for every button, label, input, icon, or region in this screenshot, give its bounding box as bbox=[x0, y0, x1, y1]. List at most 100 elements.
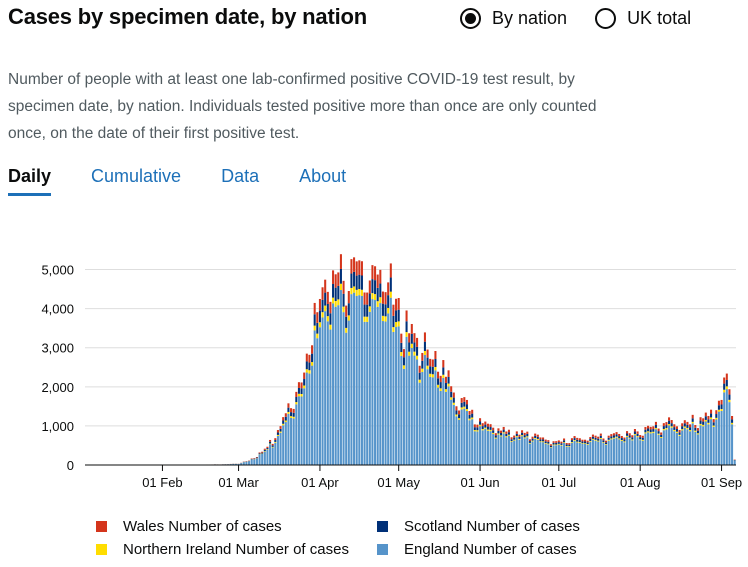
bar-segment-england bbox=[710, 419, 713, 465]
bar-segment-england bbox=[612, 438, 615, 465]
bar-segment-northern-ireland bbox=[463, 406, 466, 409]
bar-segment-england bbox=[324, 311, 327, 465]
bar-segment-wales bbox=[594, 435, 597, 438]
bar-segment-northern-ireland bbox=[628, 437, 631, 439]
bar-segment-northern-ireland bbox=[350, 287, 353, 295]
bar-segment-northern-ireland bbox=[347, 315, 350, 321]
bar-segment-scotland bbox=[463, 401, 466, 407]
bar-segment-wales bbox=[636, 431, 639, 434]
bar-segment-northern-ireland bbox=[295, 402, 298, 405]
bar-segment-scotland bbox=[652, 429, 655, 432]
bar-segment-scotland bbox=[678, 432, 681, 435]
bar-segment-england bbox=[458, 419, 461, 465]
bar-segment-scotland bbox=[410, 333, 413, 344]
bar-segment-wales bbox=[712, 419, 715, 423]
radio-uk-total[interactable]: UK total bbox=[595, 8, 691, 29]
bar-segment-scotland bbox=[271, 445, 274, 447]
bar-segment-england bbox=[662, 430, 665, 465]
bar-segment-england bbox=[644, 433, 647, 465]
bar-segment-scotland bbox=[668, 420, 671, 425]
bar-segment-scotland bbox=[426, 357, 429, 366]
bar-segment-northern-ireland bbox=[641, 439, 644, 441]
bar-segment-wales bbox=[292, 408, 295, 413]
bar-segment-scotland bbox=[657, 431, 660, 434]
bar-segment-wales bbox=[389, 263, 392, 278]
bar-segment-scotland bbox=[353, 271, 356, 287]
bar-segment-england bbox=[292, 418, 295, 465]
bar-segment-northern-ireland bbox=[486, 429, 489, 431]
bar-segment-northern-ireland bbox=[387, 307, 390, 314]
bar-segment-scotland bbox=[626, 433, 629, 436]
bar-segment-wales bbox=[668, 417, 671, 421]
bar-segment-northern-ireland bbox=[699, 423, 702, 426]
bar-segment-scotland bbox=[623, 439, 626, 442]
bar-segment-england bbox=[471, 419, 474, 465]
bar-segment-wales bbox=[434, 351, 437, 359]
bar-segment-northern-ireland bbox=[431, 374, 434, 378]
bar-segment-scotland bbox=[542, 439, 545, 442]
bar-segment-wales bbox=[702, 418, 705, 422]
bar-segment-wales bbox=[387, 282, 390, 296]
bar-segment-england bbox=[347, 320, 350, 465]
tab-cumulative[interactable]: Cumulative bbox=[91, 166, 182, 186]
bar-segment-wales bbox=[332, 270, 335, 284]
bar-segment-wales bbox=[570, 438, 573, 441]
bar-segment-scotland bbox=[366, 304, 369, 317]
bar-segment-england bbox=[481, 430, 484, 465]
bar-segment-england bbox=[408, 355, 411, 465]
bar-segment-england bbox=[654, 429, 657, 465]
bar-segment-wales bbox=[652, 426, 655, 430]
bar-segment-scotland bbox=[287, 407, 290, 412]
x-tick-label: 01 Mar bbox=[218, 475, 259, 490]
bar-segment-scotland bbox=[389, 277, 392, 292]
tab-daily[interactable]: Daily bbox=[8, 166, 52, 196]
bar-segment-wales bbox=[568, 443, 571, 445]
bar-segment-england bbox=[240, 463, 243, 465]
bar-segment-scotland bbox=[416, 346, 419, 356]
bar-segment-scotland bbox=[437, 378, 440, 385]
bar-segment-england bbox=[321, 317, 324, 465]
bar-segment-scotland bbox=[387, 295, 390, 308]
bar-segment-northern-ireland bbox=[534, 437, 537, 439]
bar-segment-wales bbox=[444, 376, 447, 383]
cases-chart: 0 1,000 2,000 3,000 4,000 5,000 01 Feb 01 Mar 01… bbox=[41, 254, 742, 490]
radio-by-nation[interactable]: By nation bbox=[460, 8, 567, 29]
bar-segment-england bbox=[534, 438, 537, 465]
bar-segment-england bbox=[232, 463, 235, 465]
bar-segment-scotland bbox=[654, 424, 657, 428]
bar-segment-wales bbox=[704, 412, 707, 417]
bar-segment-england bbox=[723, 392, 726, 465]
bar-segment-wales bbox=[494, 433, 497, 436]
bar-segment-wales bbox=[360, 261, 363, 276]
bar-segment-wales bbox=[442, 360, 445, 368]
bar-segment-scotland bbox=[549, 445, 552, 448]
bar-segment-england bbox=[620, 440, 623, 465]
bar-segment-scotland bbox=[434, 358, 437, 367]
bar-segment-england bbox=[447, 386, 450, 465]
bar-segment-northern-ireland bbox=[311, 362, 314, 366]
bar-segment-england bbox=[402, 368, 405, 465]
bar-segment-wales bbox=[725, 373, 728, 380]
bar-segment-england bbox=[691, 423, 694, 465]
bar-segment-wales bbox=[402, 349, 405, 358]
bar-segment-england bbox=[594, 440, 597, 465]
tab-data[interactable]: Data bbox=[221, 166, 260, 186]
bar-segment-england bbox=[568, 446, 571, 465]
bar-segment-england bbox=[460, 409, 463, 465]
bar-segment-northern-ireland bbox=[355, 289, 358, 296]
bar-segment-northern-ireland bbox=[290, 416, 293, 418]
bar-segment-england bbox=[584, 444, 587, 465]
bar-segment-wales bbox=[337, 272, 340, 286]
bar-segment-england bbox=[536, 439, 539, 465]
bar-segment-northern-ireland bbox=[565, 446, 568, 447]
bar-segment-scotland bbox=[266, 448, 269, 450]
bar-segment-england bbox=[649, 433, 652, 465]
bar-segment-scotland bbox=[594, 437, 597, 440]
bar-segment-northern-ireland bbox=[494, 437, 497, 439]
bar-segment-england bbox=[486, 430, 489, 465]
bar-segment-scotland bbox=[500, 433, 503, 436]
bar-segment-northern-ireland bbox=[366, 316, 369, 322]
bar-segment-scotland bbox=[371, 279, 374, 294]
bar-segment-scotland bbox=[418, 372, 421, 380]
tab-about[interactable]: About bbox=[299, 166, 347, 186]
